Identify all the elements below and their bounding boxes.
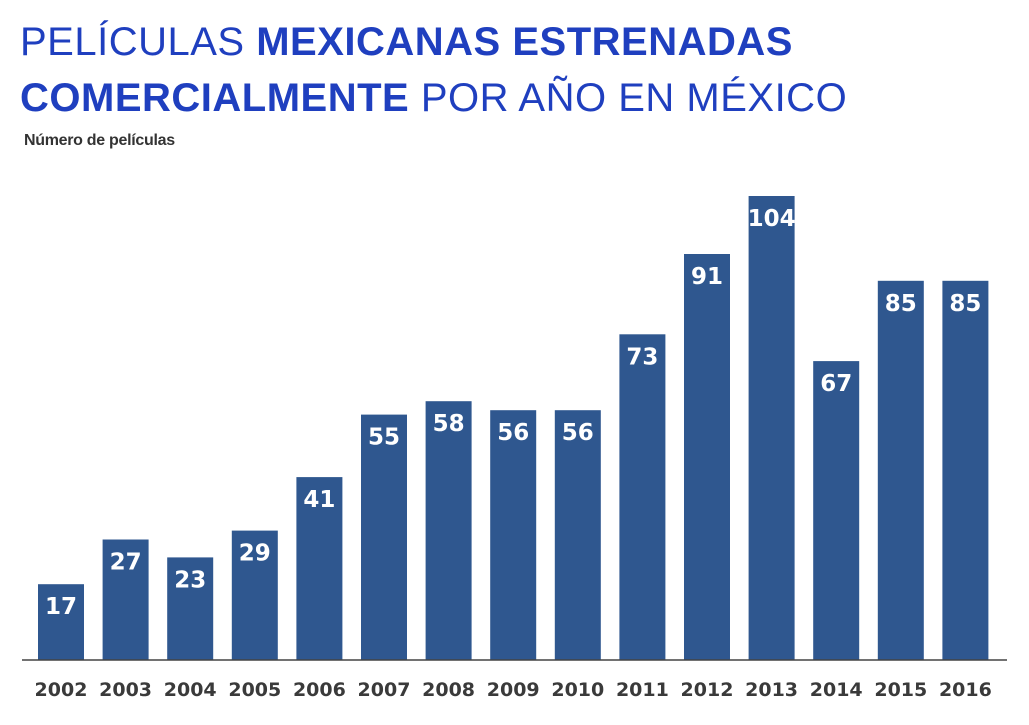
bar-2006 — [296, 477, 343, 660]
bar-value-label-2008: 58 — [433, 411, 465, 437]
bar-2008 — [425, 401, 472, 660]
bar-2013 — [748, 196, 795, 660]
x-tick-label-2013: 2013 — [745, 679, 798, 701]
bar-value-label-2003: 27 — [110, 550, 142, 576]
bar-2015 — [877, 280, 924, 660]
bar-2011 — [619, 334, 666, 660]
x-tick-label-2014: 2014 — [810, 679, 863, 701]
x-tick-label-2003: 2003 — [99, 679, 152, 701]
x-tick-label-2006: 2006 — [293, 679, 346, 701]
bar-2005 — [231, 530, 278, 660]
bar-value-label-2011: 73 — [626, 344, 658, 370]
x-tick-label-2015: 2015 — [874, 679, 927, 701]
x-tick-label-2005: 2005 — [228, 679, 281, 701]
x-tick-label-2010: 2010 — [551, 679, 604, 701]
bar-value-label-2012: 91 — [691, 264, 723, 290]
bar-2007 — [361, 414, 407, 660]
y-axis-label: Número de películas — [24, 132, 175, 149]
title-part-4: POR AÑO EN MÉXICO — [409, 76, 848, 120]
x-tick-label-2008: 2008 — [422, 679, 475, 701]
x-tick-labels-group: 2002 2003 2004 2005 2006 2007 2008 2009 2010 2011… — [35, 679, 992, 701]
x-tick-label-2016: 2016 — [939, 679, 992, 701]
bar-2002 — [38, 584, 84, 660]
title-part-3: COMERCIALMENTE — [20, 76, 410, 120]
bar-value-label-2004: 23 — [174, 567, 206, 593]
bar-value-label-2015: 85 — [885, 291, 917, 317]
bar-value-label-2006: 41 — [303, 487, 335, 513]
bar-2010 — [554, 410, 601, 660]
bar-value-label-2014: 67 — [820, 371, 852, 397]
title-part-2: MEXICANAS ESTRENADAS — [256, 20, 793, 64]
bar-value-label-2013: 104 — [748, 206, 796, 232]
bar-value-label-2007: 55 — [368, 425, 400, 451]
bar-2009 — [490, 410, 537, 660]
bar-value-label-2009: 56 — [497, 420, 529, 446]
bar-value-label-2005: 29 — [239, 541, 271, 567]
x-tick-label-2007: 2007 — [358, 679, 411, 701]
bar-2016 — [942, 280, 989, 660]
bar-value-label-2016: 85 — [949, 291, 981, 317]
x-tick-label-2004: 2004 — [164, 679, 217, 701]
title-part-1: PELÍCULAS — [20, 20, 257, 64]
x-tick-label-2002: 2002 — [35, 679, 88, 701]
x-tick-label-2012: 2012 — [681, 679, 734, 701]
bar-2003 — [102, 539, 149, 660]
x-tick-label-2009: 2009 — [487, 679, 540, 701]
bar-2014 — [813, 361, 860, 660]
x-tick-label-2011: 2011 — [616, 679, 669, 701]
bar-2004 — [167, 557, 214, 660]
bars-group: 17 27 23 29 41 55 58 56 56 73 91 104 67 85 85 — [38, 196, 989, 660]
chart-title: PELÍCULAS MEXICANAS ESTRENADAS COMERCIAL… — [20, 14, 1020, 126]
bar-2012 — [684, 254, 730, 660]
bar-value-label-2010: 56 — [562, 420, 594, 446]
bar-value-label-2002: 17 — [45, 594, 77, 620]
